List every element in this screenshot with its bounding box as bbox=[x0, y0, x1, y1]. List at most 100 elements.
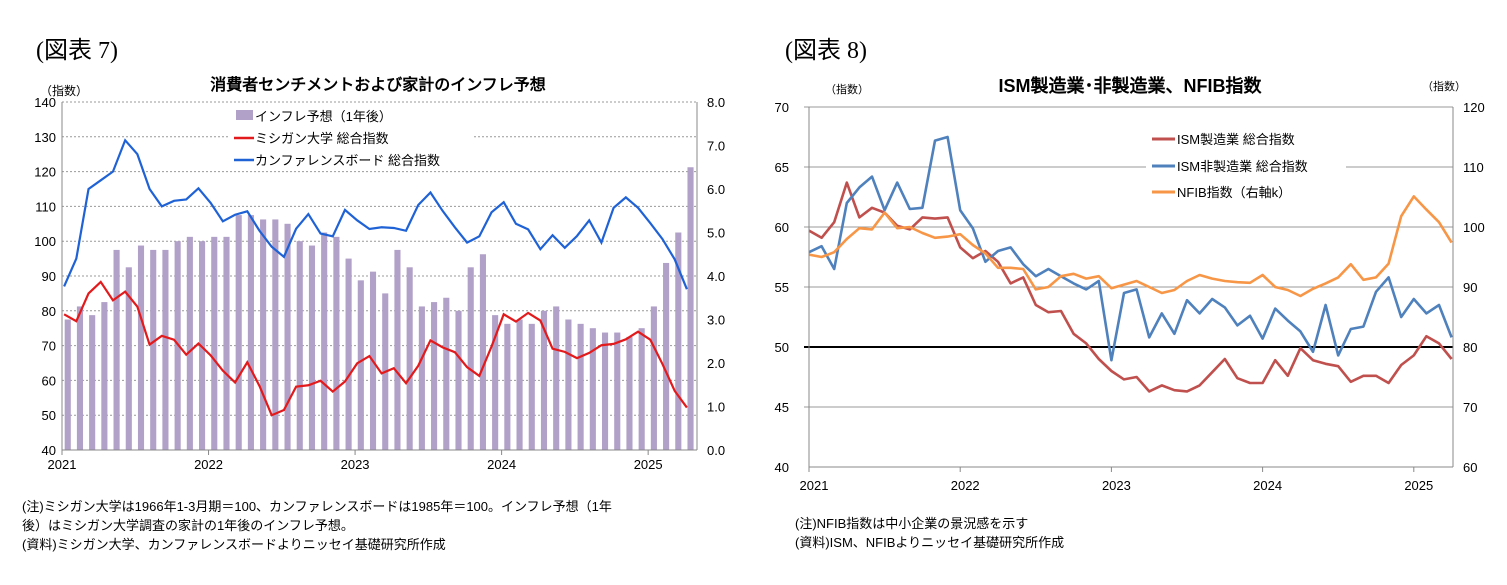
y2-tick-label: 4.0 bbox=[707, 269, 725, 284]
bar bbox=[247, 215, 254, 450]
legend-label: ミシガン大学 総合指数 bbox=[255, 131, 389, 146]
y2-tick-label: 100 bbox=[1463, 220, 1485, 235]
legend-label: ISM製造業 総合指数 bbox=[1177, 132, 1295, 147]
bar bbox=[150, 249, 157, 450]
legend-label: インフレ予想（1年後） bbox=[255, 109, 392, 124]
legend-swatch bbox=[236, 110, 253, 120]
x-tick-label: 2022 bbox=[194, 457, 223, 472]
series-line bbox=[808, 135, 1453, 362]
y-tick-label: 120 bbox=[34, 165, 56, 180]
y2-tick-label: 90 bbox=[1463, 280, 1477, 295]
bar bbox=[638, 328, 645, 450]
note-line: 後）はミシガン大学調査の家計の1年後のインフレ予想。 bbox=[22, 518, 354, 533]
bar bbox=[137, 245, 145, 450]
bar bbox=[577, 323, 584, 450]
bar bbox=[565, 319, 572, 450]
figure7-notes: (注)ミシガン大学は1966年1-3月期＝100、カンファレンスボードは1985… bbox=[22, 497, 742, 554]
bar bbox=[321, 232, 328, 450]
y2-tick-label: 3.0 bbox=[707, 313, 725, 328]
x-tick-label: 2023 bbox=[1102, 478, 1131, 493]
bar bbox=[431, 302, 438, 450]
note-line: (資料)ISM、NFIBよりニッセイ基礎研究所作成 bbox=[795, 535, 1065, 550]
y2-tick-label: 8.0 bbox=[707, 95, 725, 110]
x-tick-label: 2025 bbox=[1404, 478, 1433, 493]
bar bbox=[540, 310, 548, 450]
legend-box bbox=[230, 106, 472, 170]
y2-tick-label: 120 bbox=[1463, 100, 1485, 115]
bar bbox=[528, 323, 535, 450]
bar bbox=[345, 258, 352, 450]
y-tick-label: 60 bbox=[42, 373, 56, 388]
figure8-label: (図表 8) bbox=[785, 38, 867, 64]
chart-title: ISM製造業･非製造業、NFIB指数 bbox=[999, 75, 1263, 96]
bar bbox=[675, 232, 682, 450]
bar bbox=[308, 245, 316, 450]
bar bbox=[418, 306, 425, 450]
bar bbox=[687, 167, 694, 450]
y-tick-label: 140 bbox=[34, 95, 56, 110]
y2-tick-label: 80 bbox=[1463, 340, 1477, 355]
x-tick-label: 2021 bbox=[48, 457, 77, 472]
bar bbox=[650, 306, 657, 450]
bar bbox=[394, 249, 401, 450]
bar bbox=[89, 315, 96, 450]
bar bbox=[504, 323, 511, 450]
bar bbox=[125, 267, 132, 450]
bar bbox=[443, 297, 450, 450]
x-tick-label: 2022 bbox=[951, 478, 980, 493]
bar bbox=[589, 328, 596, 450]
y2-tick-label: 5.0 bbox=[707, 226, 725, 241]
bar bbox=[553, 306, 560, 450]
y-tick-label: 90 bbox=[42, 269, 56, 284]
y-tick-label: 80 bbox=[42, 304, 56, 319]
y-tick-label: 50 bbox=[42, 408, 56, 423]
y-tick-label: 110 bbox=[35, 199, 56, 214]
y-tick-label: 130 bbox=[34, 130, 56, 145]
y-tick-label: 70 bbox=[42, 339, 56, 354]
y-tick-label: 50 bbox=[775, 340, 789, 355]
figure8-notes: (注)NFIB指数は中小企業の景況感を示す (資料)ISM、NFIBよりニッセイ… bbox=[795, 514, 1395, 552]
series-line bbox=[63, 138, 688, 290]
bar bbox=[223, 236, 230, 450]
series-line bbox=[808, 181, 1453, 393]
bar bbox=[64, 319, 71, 450]
bar bbox=[492, 315, 499, 450]
series-line bbox=[63, 280, 688, 417]
series-line bbox=[808, 195, 1453, 298]
bar bbox=[284, 223, 291, 450]
bar bbox=[113, 249, 120, 450]
legend-label: カンファレンスボード 総合指数 bbox=[255, 153, 440, 168]
y2-tick-label: 70 bbox=[1463, 400, 1477, 415]
y-tick-label: 65 bbox=[775, 160, 789, 175]
note-line: (注)ミシガン大学は1966年1-3月期＝100、カンファレンスボードは1985… bbox=[22, 499, 612, 514]
bar bbox=[601, 332, 609, 450]
bar bbox=[467, 267, 474, 450]
bar bbox=[626, 336, 633, 450]
note-line: (注)NFIB指数は中小企業の景況感を示す bbox=[795, 516, 1029, 531]
bar bbox=[76, 306, 84, 450]
x-tick-label: 2024 bbox=[1253, 478, 1282, 493]
y2-tick-label: 6.0 bbox=[707, 182, 725, 197]
bar bbox=[614, 332, 621, 450]
bar bbox=[211, 236, 218, 450]
bar bbox=[272, 219, 279, 450]
bar bbox=[479, 254, 486, 450]
bar bbox=[296, 241, 303, 450]
y2-tick-label: 0.0 bbox=[707, 443, 725, 458]
y2-axis-label: （指数） bbox=[1422, 79, 1466, 93]
y-axis-label: （指数） bbox=[40, 83, 88, 98]
bar bbox=[162, 249, 169, 450]
bar bbox=[333, 236, 340, 450]
bar bbox=[516, 319, 523, 450]
y-axis-label: （指数） bbox=[825, 82, 869, 96]
bar bbox=[455, 310, 462, 450]
x-tick-label: 2024 bbox=[487, 457, 516, 472]
figure7-label: (図表 7) bbox=[36, 38, 118, 64]
x-tick-label: 2025 bbox=[634, 457, 663, 472]
y2-tick-label: 2.0 bbox=[707, 356, 725, 371]
x-tick-label: 2021 bbox=[800, 478, 829, 493]
chart-title: 消費者センチメントおよび家計のインフレ予想 bbox=[210, 75, 546, 94]
y-tick-label: 60 bbox=[775, 220, 789, 235]
y2-tick-label: 60 bbox=[1463, 460, 1477, 475]
